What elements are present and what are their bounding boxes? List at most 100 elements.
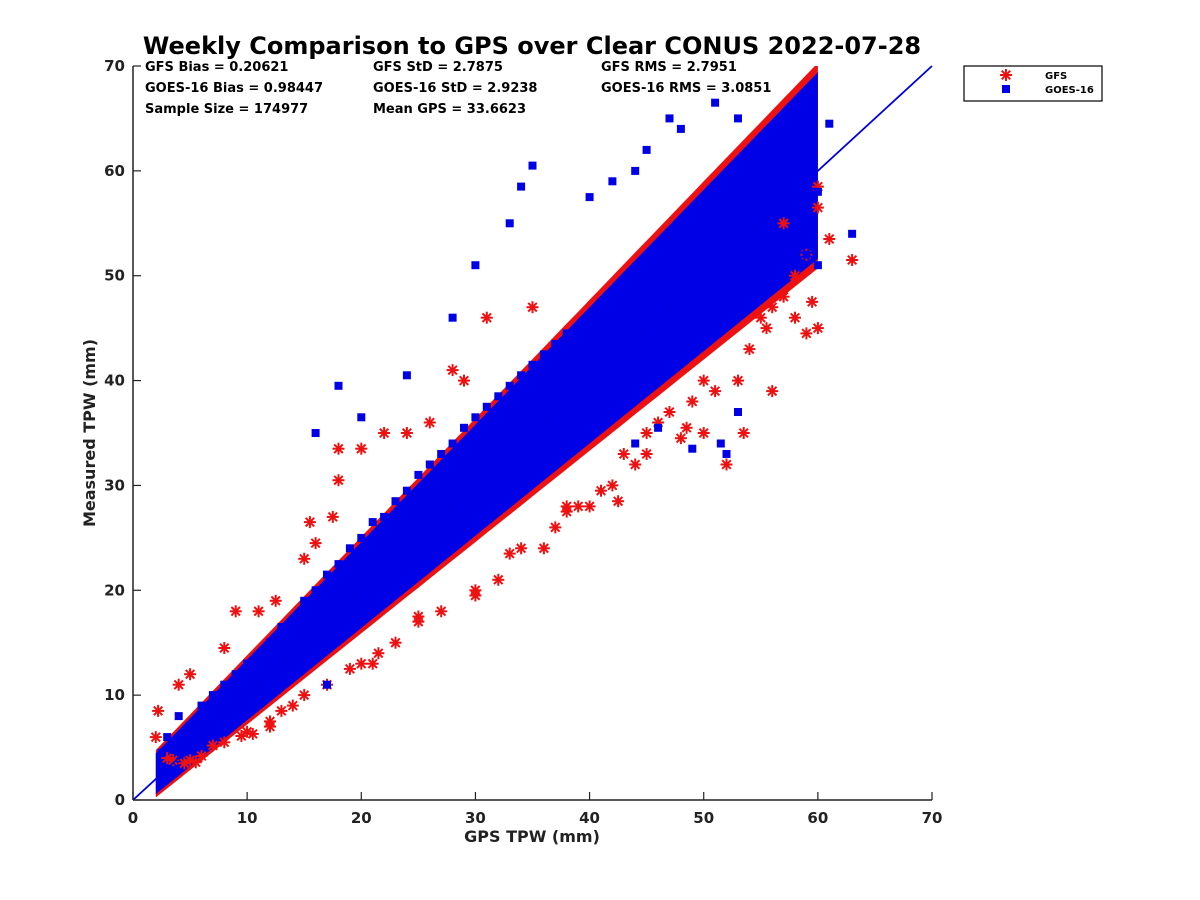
goes16-point: [505, 381, 514, 390]
gfs-point: [206, 739, 219, 752]
gfs-point: [663, 406, 676, 418]
goes16-point: [551, 450, 560, 458]
gfs-point: [549, 521, 562, 534]
goes16-point: [619, 282, 628, 291]
goes16-point: [266, 638, 274, 647]
goes16-point: [414, 470, 423, 479]
gfs-point: [229, 605, 242, 618]
legend-box: [963, 65, 1103, 102]
gfs-point: [737, 427, 750, 439]
y-tick-label: 10: [104, 686, 125, 704]
goes16-point: [791, 156, 799, 165]
gfs-point: [218, 736, 231, 749]
goes16-point: [631, 439, 640, 448]
legend-goes-label: GOES-16: [1045, 85, 1094, 96]
x-tick-label: 20: [351, 809, 372, 827]
goes16-point: [716, 439, 725, 448]
goes16-point: [688, 444, 697, 453]
gfs-point: [469, 584, 482, 597]
goes16-point: [174, 712, 183, 721]
gfs-point: [503, 547, 516, 560]
gfs-point: [246, 727, 259, 740]
gfs-point: [412, 610, 425, 623]
gfs-point: [435, 605, 448, 618]
goes16-point: [665, 240, 674, 249]
gfs-point: [298, 689, 311, 702]
goes16-point: [608, 292, 617, 301]
goes16-point: [334, 381, 343, 390]
goes16-point: [585, 193, 594, 202]
gfs-point: [309, 537, 322, 550]
gfs-point: [823, 233, 836, 245]
gfs-point: [389, 636, 402, 649]
goes16-point: [722, 450, 731, 458]
gfs-point: [269, 594, 282, 607]
gfs-point: [152, 704, 165, 717]
goes16-point: [813, 261, 822, 270]
gfs-point: [458, 374, 470, 387]
goes16-point: [300, 596, 309, 605]
goes16-point: [231, 670, 240, 679]
gfs-point: [760, 322, 773, 335]
gfs-point: [366, 657, 379, 670]
goes16-point: [676, 229, 685, 238]
goes16-point: [437, 544, 446, 553]
gfs-point: [252, 605, 265, 618]
gfs-point: [606, 479, 619, 492]
gfs-point: [515, 542, 528, 555]
gfs-point: [811, 322, 824, 335]
goes16-point: [768, 135, 777, 144]
goes16-point: [197, 701, 206, 710]
y-tick-label: 60: [104, 162, 125, 180]
y-tick-label: 50: [104, 267, 125, 285]
gfs-point: [184, 754, 197, 767]
gfs-point: [303, 516, 316, 529]
gfs-point: [332, 442, 345, 455]
gfs-point: [332, 474, 345, 487]
gfs-point: [777, 217, 790, 230]
gfs-point: [709, 385, 722, 398]
goes16-point: [345, 544, 354, 553]
goes16-point: [779, 229, 788, 238]
goes16-point: [562, 329, 571, 338]
goes16-point: [448, 313, 457, 322]
goes16-point: [654, 423, 663, 432]
y-tick-label: 20: [104, 581, 125, 599]
x-tick-label: 50: [693, 809, 714, 827]
gfs-point: [680, 421, 693, 434]
goes16-point: [539, 350, 548, 359]
y-tick-label: 30: [104, 476, 125, 494]
x-ticks: 0 10 20 30 40 50 60 70: [128, 792, 943, 827]
stat-gfs-std: GFS StD = 2.7875: [373, 60, 503, 75]
legend-gfs-marker: [1000, 69, 1012, 81]
gfs-point: [423, 416, 436, 429]
y-ticks: 0 10 20 30 40 50 60 70: [104, 57, 141, 809]
goes16-point: [494, 392, 503, 401]
gfs-point: [326, 510, 339, 523]
goes16-point: [208, 691, 217, 700]
gfs-point: [560, 500, 573, 513]
one-to-one-line: [132, 65, 933, 801]
x-tick-label: 40: [579, 809, 600, 827]
gfs-point: [674, 432, 687, 445]
goes16-point: [517, 182, 526, 191]
x-tick-label: 10: [237, 809, 258, 827]
goes16-point: [848, 229, 857, 238]
gfs-point: [595, 484, 607, 497]
goes16-point: [734, 408, 742, 416]
gfs-point: [800, 327, 813, 340]
gfs-point: [686, 395, 699, 408]
gfs-point: [754, 311, 767, 324]
gfs-point: [732, 374, 744, 387]
x-tick-label: 70: [922, 809, 943, 827]
gfs-point: [378, 427, 391, 439]
x-tick-label: 30: [465, 809, 486, 827]
gfs-point: [789, 311, 801, 324]
goes16-point: [665, 114, 674, 123]
gfs-point: [640, 427, 653, 439]
stat-goes-rms: GOES-16 RMS = 3.0851: [601, 81, 771, 96]
goes16-point: [505, 219, 514, 228]
gfs-point: [572, 500, 585, 513]
gfs-point: [743, 343, 756, 356]
goes16-point: [756, 208, 765, 217]
